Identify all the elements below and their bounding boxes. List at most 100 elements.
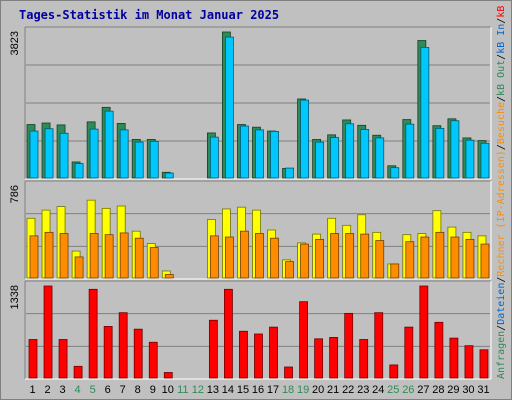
x-tick-label: 5 (90, 384, 96, 396)
bar-kb-f-1 (28, 339, 38, 379)
x-tick-label: 6 (105, 384, 111, 396)
x-tick-label: 17 (267, 384, 279, 396)
bar-dateien-28 (435, 127, 445, 179)
x-tick-label: 22 (342, 384, 354, 396)
x-tick-label: 13 (207, 384, 219, 396)
x-tick-label: 4 (75, 384, 81, 396)
y-max-label: 1338 (9, 285, 21, 309)
x-tick-label: 10 (162, 384, 174, 396)
bar-besuche-13 (209, 235, 219, 279)
bar-kb-f-5 (88, 288, 98, 379)
bar-besuche-14 (225, 236, 234, 279)
bar-dateien-5 (89, 128, 99, 179)
bar-kb-f-27 (419, 285, 429, 379)
x-tick-label: 29 (447, 384, 459, 396)
bar-kb-f-24 (374, 312, 384, 379)
y-max-label: 3823 (9, 31, 21, 55)
legend-item-2: Dateien (496, 283, 507, 325)
x-tick-label: 20 (312, 384, 324, 396)
bar-dateien-16 (255, 129, 264, 179)
y-max-label: 786 (9, 185, 21, 203)
legend-right: Anfragen/Dateien/Rechner (IP-Adressen)/B… (496, 1, 507, 379)
x-tick-label: 9 (150, 384, 156, 396)
x-tick-label: 19 (297, 384, 309, 396)
x-tick-label: 15 (237, 384, 249, 396)
x-tick-label: 23 (357, 384, 369, 396)
x-tick-label: 18 (282, 384, 294, 396)
x-tick-label: 21 (327, 384, 339, 396)
bar-dateien-20 (315, 141, 325, 179)
bar-kb-f-4 (73, 365, 83, 379)
bar-dateien-6 (104, 110, 114, 179)
bar-dateien-19 (300, 99, 309, 179)
bar-kb-f-15 (239, 330, 248, 379)
bar-dateien-22 (345, 123, 355, 179)
bar-kb-f-23 (359, 339, 369, 379)
bar-besuche-5 (89, 233, 99, 279)
bar-besuche-19 (300, 243, 309, 279)
bar-kb-f-28 (434, 321, 444, 379)
x-tick-label: 30 (462, 384, 474, 396)
legend-item-5: / (496, 144, 507, 150)
bar-kb-f-26 (404, 326, 414, 379)
bar-kb-f-29 (449, 337, 459, 379)
bar-dateien-29 (450, 120, 460, 179)
bar-kb-f-17 (269, 326, 278, 379)
bar-kb-f-6 (103, 326, 113, 379)
legend-item-10: kB In (496, 24, 507, 54)
bar-besuche-1 (29, 235, 39, 279)
bar-dateien-9 (149, 140, 159, 179)
bar-kb-f-16 (254, 333, 263, 379)
bar-kb-f-22 (344, 312, 354, 379)
bar-besuche-6 (104, 234, 114, 279)
bar-kb-f-14 (224, 288, 233, 379)
bar-dateien-8 (134, 141, 144, 179)
bar-dateien-17 (270, 131, 279, 179)
x-tick-label: 16 (252, 384, 264, 396)
bar-besuche-27 (420, 236, 430, 279)
bar-besuche-20 (315, 238, 325, 279)
x-tick-label: 7 (120, 384, 126, 396)
bar-dateien-13 (209, 136, 219, 179)
legend-item-3: / (496, 277, 507, 283)
bar-besuche-4 (74, 256, 84, 279)
bar-besuche-21 (330, 233, 340, 279)
x-tick-label: 27 (417, 384, 429, 396)
legend-item-9: / (496, 54, 507, 60)
x-tick-label: 31 (477, 384, 489, 396)
panel-3: 1338 (9, 280, 492, 380)
bar-dateien-3 (59, 132, 69, 179)
legend-item-8: kB Out (496, 60, 507, 96)
bar-dateien-30 (465, 139, 475, 179)
bar-besuche-22 (345, 233, 355, 279)
bar-besuche-25 (390, 263, 400, 279)
bar-dateien-23 (360, 129, 370, 179)
bar-dateien-27 (420, 46, 430, 179)
bar-dateien-10 (164, 172, 174, 179)
bar-kb-f-25 (389, 364, 399, 379)
bar-kb-f-21 (329, 337, 339, 379)
x-tick-label: 1 (29, 384, 35, 396)
bar-kb-f-7 (118, 312, 128, 379)
bar-dateien-4 (74, 163, 84, 179)
bar-kb-f-20 (314, 338, 324, 379)
legend-item-12: kB F (496, 1, 507, 18)
x-tick-label: 8 (135, 384, 141, 396)
x-tick-label: 14 (222, 384, 234, 396)
bar-besuche-3 (59, 233, 69, 279)
bar-besuche-7 (119, 232, 129, 279)
bar-dateien-31 (480, 142, 490, 179)
bar-kb-f-9 (148, 341, 158, 379)
bar-kb-f-10 (163, 372, 173, 379)
bar-kb-f-3 (58, 339, 68, 379)
bar-kb-f-8 (133, 328, 143, 379)
bar-dateien-7 (119, 129, 129, 179)
bar-besuche-23 (360, 233, 370, 279)
x-tick-label: 3 (60, 384, 66, 396)
bar-besuche-15 (240, 230, 249, 279)
bar-kb-f-18 (284, 366, 293, 379)
legend-item-11: / (496, 18, 507, 24)
legend-item-7: / (496, 96, 507, 102)
x-tick-label: 24 (372, 384, 384, 396)
legend-item-0: Anfragen (496, 331, 507, 379)
